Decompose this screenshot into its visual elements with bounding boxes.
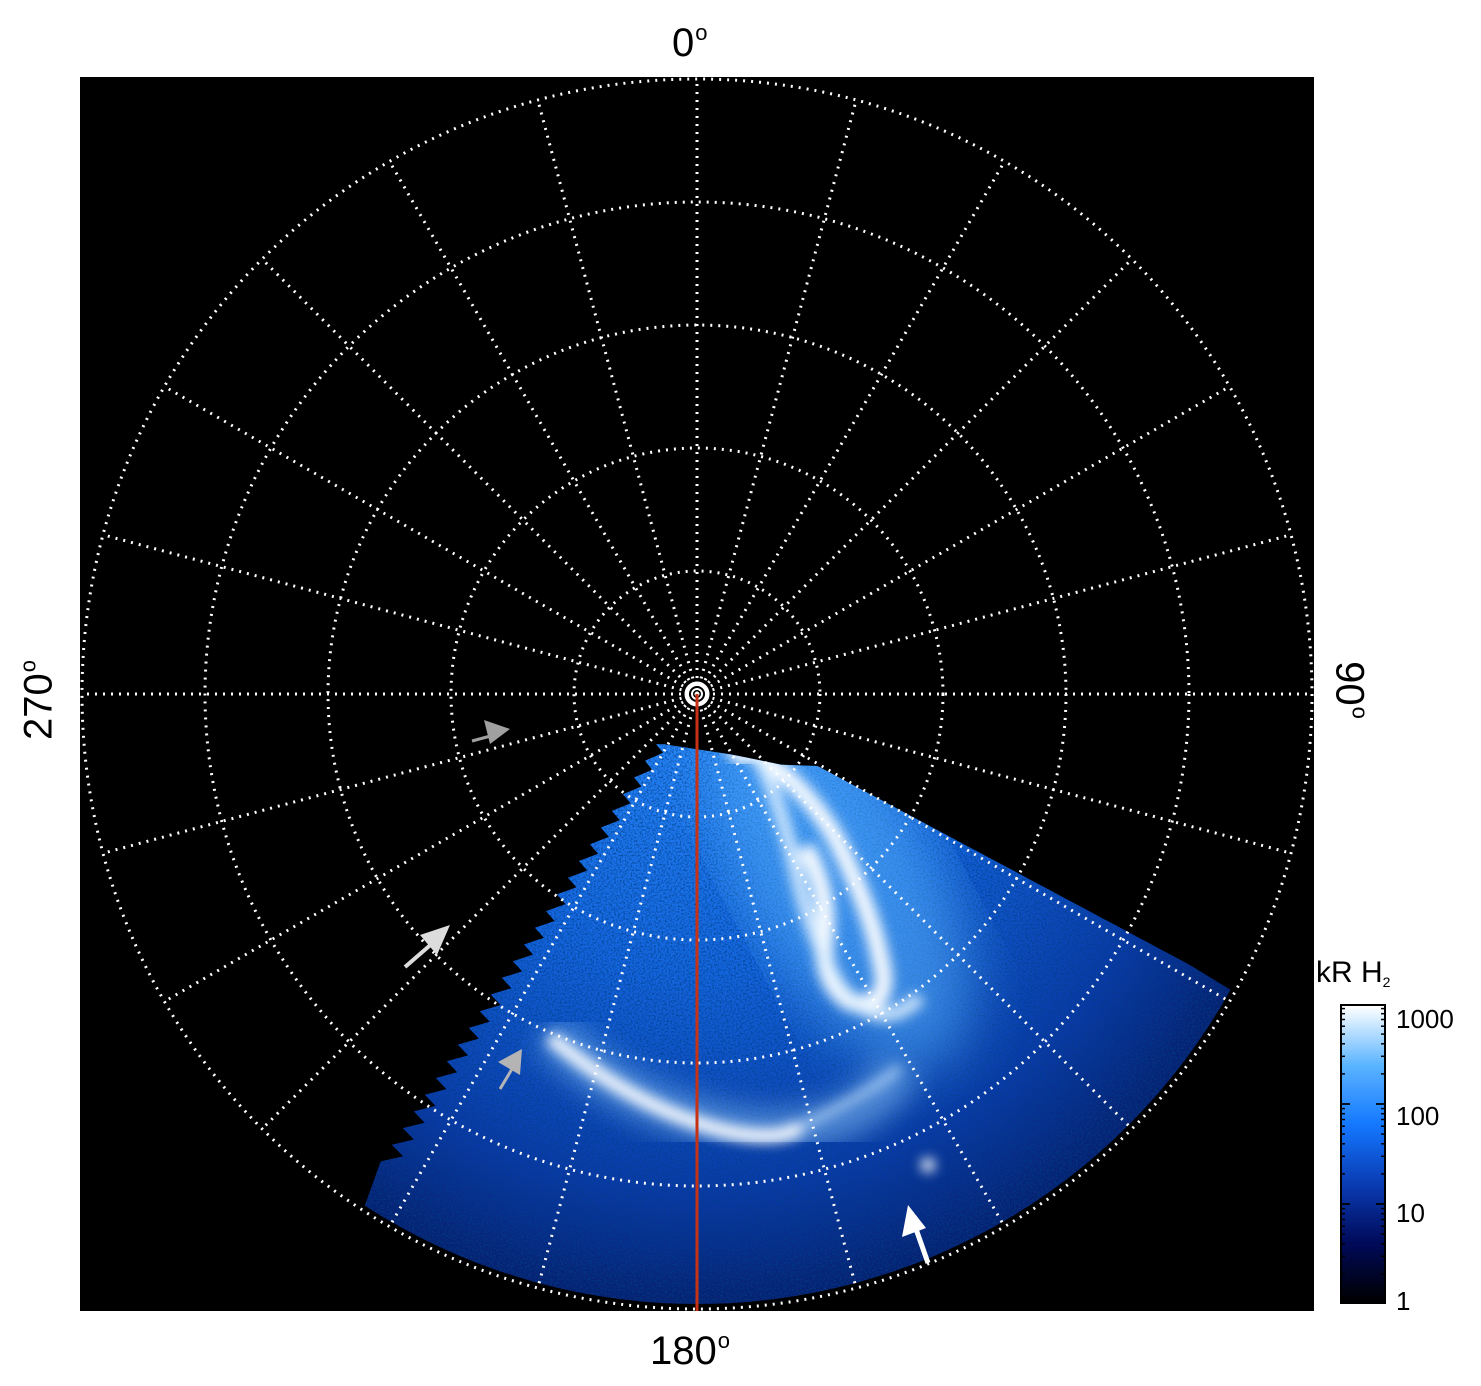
longitude-meridian	[695, 693, 858, 1289]
longitude-meridian	[261, 692, 699, 1130]
longitude-meridian	[163, 692, 698, 1003]
longitude-label-180: 180o	[650, 1328, 730, 1373]
colorbar-title: kR H2	[1316, 956, 1391, 990]
arrow-icon	[902, 1205, 931, 1264]
longitude-meridian	[696, 385, 1231, 696]
colorbar-tick-label: 1	[1396, 1286, 1411, 1316]
aurora-map	[80, 77, 1314, 1311]
colorbar-tick-label: 10	[1396, 1198, 1425, 1228]
main-auroral-oval	[545, 744, 935, 1172]
longitude-meridian	[695, 99, 858, 695]
longitude-label-270: 270o	[15, 660, 61, 740]
colorbar-tick-label: 100	[1396, 1101, 1440, 1131]
longitude-meridian	[695, 160, 1006, 695]
colorbar-tick-label: 1000	[1396, 1004, 1454, 1034]
longitude-label-0: 0o	[672, 20, 708, 65]
longitude-meridian	[695, 258, 1133, 696]
colorbar-ticks	[1340, 1004, 1386, 1304]
longitude-meridian	[696, 533, 1292, 696]
longitude-meridian	[102, 533, 698, 696]
longitude-meridian	[696, 692, 1231, 1003]
arrow-icon	[403, 925, 450, 969]
polar-projection-image	[80, 77, 1314, 1311]
latitude-circle	[80, 77, 1314, 1311]
longitude-meridian	[163, 385, 698, 696]
longitude-meridian	[696, 692, 1292, 855]
colorbar	[1340, 1004, 1386, 1304]
latitude-circle	[203, 200, 1191, 1188]
longitude-meridian	[388, 160, 699, 695]
annotation-arrows	[403, 720, 931, 1264]
longitude-label-90: 90o	[1327, 661, 1373, 719]
longitude-meridian	[695, 693, 1006, 1228]
latitude-circle	[449, 446, 945, 942]
longitude-meridian	[388, 693, 699, 1228]
longitude-meridian	[102, 692, 698, 855]
longitude-meridian	[695, 692, 1133, 1130]
longitude-meridian	[536, 99, 699, 695]
arrow-icon	[471, 720, 510, 744]
lat-lon-grid	[80, 77, 1314, 1311]
longitude-meridian	[536, 693, 699, 1289]
longitude-meridian	[261, 258, 699, 696]
arrow-icon	[498, 1049, 522, 1090]
